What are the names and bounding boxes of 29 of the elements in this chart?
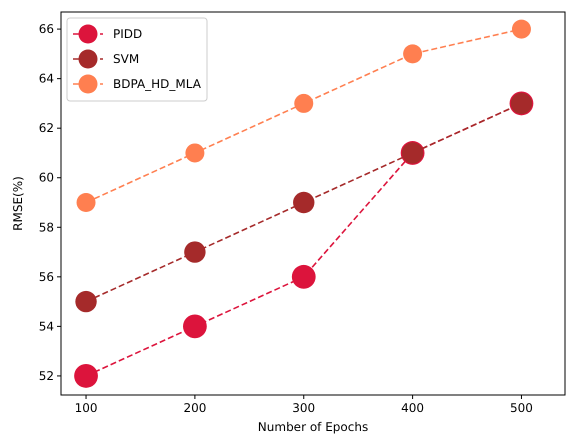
point [184,241,206,263]
y-tick-label: 58 [38,220,54,234]
x-tick-label: 400 [401,401,424,415]
point [74,364,98,388]
y-tick-label: 64 [38,72,54,86]
point [403,44,422,64]
y-tick-label: 56 [38,270,54,284]
x-tick-label: 200 [183,401,206,415]
legend-label: SVM [113,52,140,66]
legend-label: BDPA_HD_MLA [113,77,202,91]
y-tick-label: 66 [38,22,54,36]
point [292,264,316,289]
y-tick-label: 62 [38,121,54,136]
x-axis-title: Number of Epochs [258,420,368,434]
point [75,290,97,312]
y-tick-label: 52 [38,368,54,383]
point [512,20,531,39]
point [185,143,204,162]
x-tick-label: 500 [510,401,533,415]
point [182,314,207,338]
point [294,94,314,113]
y-tick-label: 60 [38,170,54,185]
x-tick-label: 100 [74,401,98,415]
x-tick-label: 300 [292,401,316,415]
y-tick-label: 54 [38,319,54,334]
point [76,193,96,212]
y-axis-title: RMSE(%) [11,176,25,231]
point [293,192,314,214]
legend-label: PIDD [113,27,142,41]
